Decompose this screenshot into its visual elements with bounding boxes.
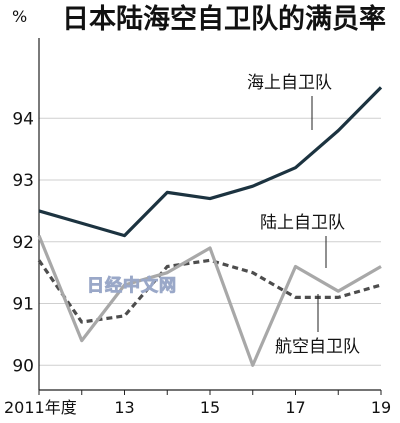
series-label-1: 海上自卫队	[247, 73, 332, 93]
series-line-1	[38, 86, 383, 238]
y-tick-label: 91	[12, 295, 34, 315]
series-lines	[37, 86, 383, 367]
axes: 90 91 92 93 94 2011年度 13 15 17 19	[4, 38, 391, 417]
series-line-3	[37, 235, 382, 367]
x-tick-label: 17	[285, 398, 305, 417]
gridlines	[39, 117, 381, 366]
x-tick-label: 2011年度	[4, 398, 77, 417]
x-tick-label: 15	[200, 398, 220, 417]
y-tick-label: 92	[12, 233, 34, 253]
watermark: 日经中文网	[87, 275, 177, 296]
x-tick-label: 19	[371, 398, 391, 417]
series-label-2: 陆上自卫队	[260, 213, 345, 233]
chart-title: 日本陆海空自卫队的满员率	[62, 3, 386, 35]
series-label-3: 航空自卫队	[275, 337, 360, 357]
y-tick-label: 93	[12, 171, 34, 191]
x-tick-label: 13	[114, 398, 134, 417]
y-axis-unit: %	[12, 7, 27, 26]
y-tick-label: 94	[12, 109, 34, 129]
y-tick-label: 90	[12, 356, 34, 376]
